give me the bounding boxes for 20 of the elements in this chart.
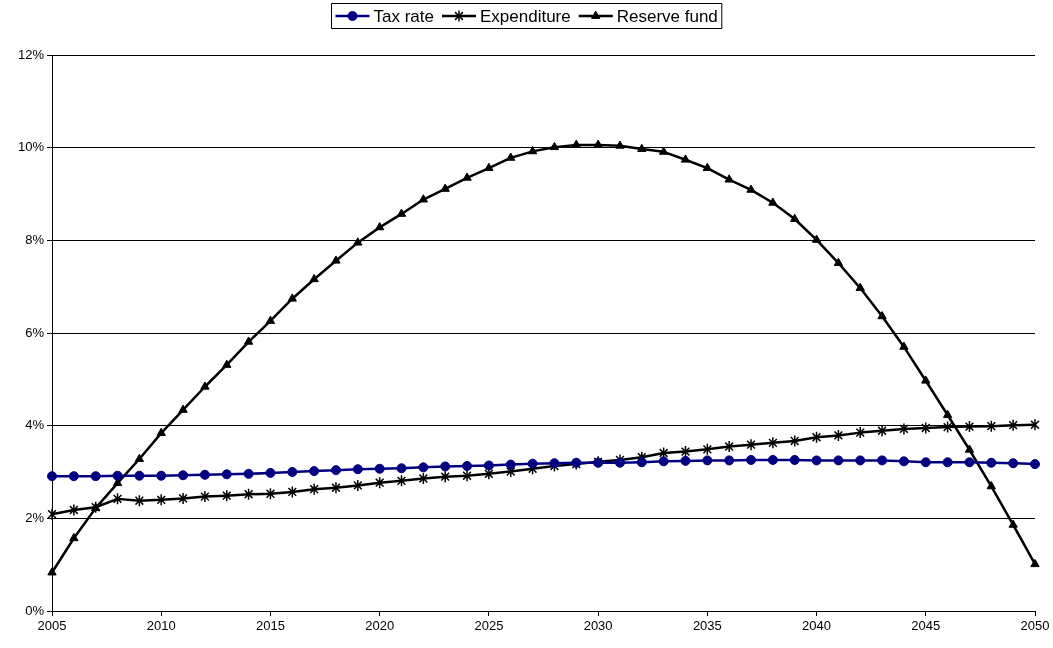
x-tick-label: 2035 xyxy=(692,618,722,634)
y-tick-label: 2% xyxy=(25,509,45,525)
x-tick-label: 2015 xyxy=(255,618,285,634)
x-tick-label: 2005 xyxy=(37,618,67,634)
y-tick-label: 4% xyxy=(25,417,45,433)
x-tick-label: 2045 xyxy=(911,618,941,634)
y-tick-label: 8% xyxy=(25,231,45,247)
x-tick-label: 2030 xyxy=(583,618,613,634)
legend-label: Reserve fund xyxy=(616,6,718,26)
legend-label: Expenditure xyxy=(479,6,571,26)
y-tick-label: 12% xyxy=(17,46,45,62)
x-tick-label: 2020 xyxy=(365,618,395,634)
x-tick-label: 2040 xyxy=(802,618,832,634)
x-tick-label: 2025 xyxy=(474,618,504,634)
y-tick-label: 10% xyxy=(17,139,45,155)
y-tick-label: 0% xyxy=(25,602,45,618)
y-tick-label: 6% xyxy=(25,324,45,340)
legend-label: Tax rate xyxy=(373,6,434,26)
x-tick-label: 2050 xyxy=(1020,618,1050,634)
x-tick-label: 2010 xyxy=(146,618,176,634)
